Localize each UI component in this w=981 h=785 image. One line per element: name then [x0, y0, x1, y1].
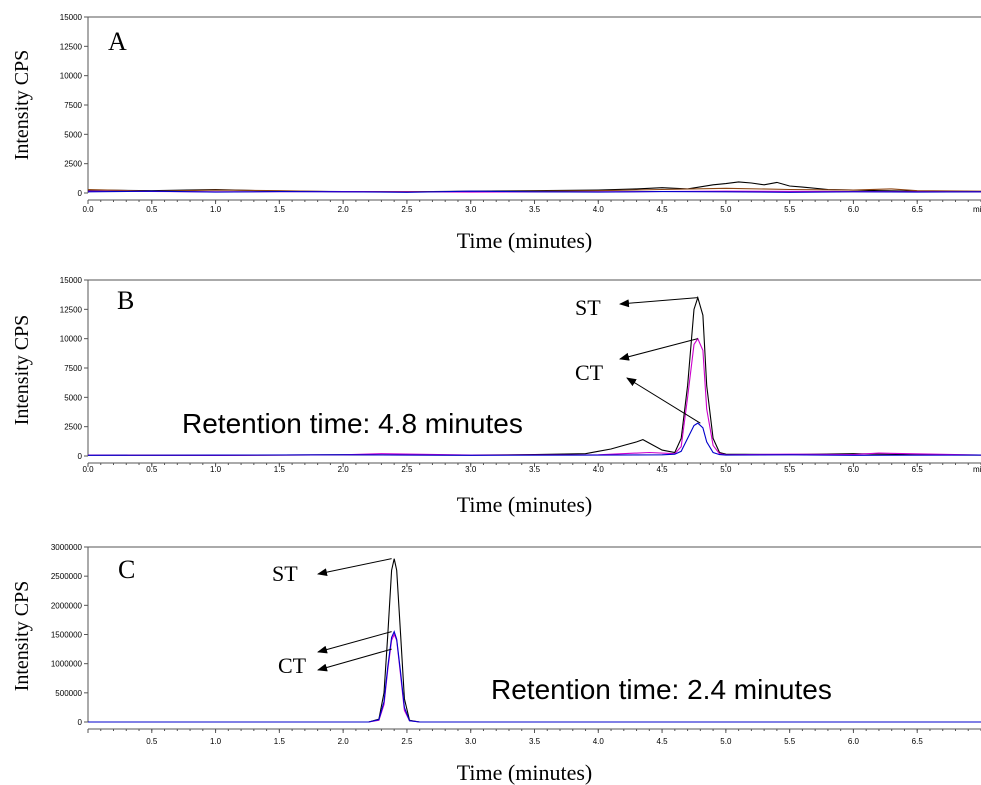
series-line-4: [87, 190, 981, 193]
annotation-label-ct: CT: [575, 360, 604, 385]
y-tick-label: 12500: [60, 305, 83, 314]
y-tick-label: 12500: [60, 42, 83, 51]
annotation-arrow: [626, 377, 701, 424]
x-tick-label: 6.0: [848, 465, 860, 474]
x-tick-label: 4.0: [593, 737, 605, 746]
y-tick-label: 0: [78, 718, 83, 727]
y-tick-label: 500000: [55, 689, 82, 698]
series-line-2: [87, 187, 981, 193]
x-tick-label: 4.0: [593, 205, 605, 214]
y-tick-label: 2500: [64, 160, 82, 169]
x-tick-label: 2.0: [338, 737, 350, 746]
x-tick-label: 2.5: [401, 465, 413, 474]
series-line-3: [88, 630, 981, 723]
retention-time-note: Retention time: 4.8 minutes: [182, 408, 523, 439]
x-tick-label: 1.0: [210, 205, 222, 214]
x-tick-label: 6.0: [848, 205, 860, 214]
annotation-arrow: [317, 648, 392, 672]
y-axis-title: Intensity CPS: [11, 50, 33, 161]
x-tick-label: 4.5: [657, 465, 669, 474]
chart-panel-c: 3000000 2500000 2000000 1500000 1000000 50000…: [11, 543, 981, 785]
x-tick-label: 0.0: [82, 205, 94, 214]
y-tick-label: 5000: [64, 393, 82, 402]
x-tick-label: 0.5: [146, 465, 158, 474]
annotation-label-st: ST: [272, 561, 298, 586]
y-tick-label: 15000: [60, 13, 83, 22]
series-line-1: [87, 295, 981, 456]
x-tick-label: 6.0: [848, 737, 860, 746]
annotation-arrow: [619, 297, 698, 308]
annotation-arrow: [317, 558, 392, 577]
x-tick-label: 3.5: [529, 465, 541, 474]
x-unit-label: min: [973, 205, 981, 214]
x-tick-label: 5.5: [784, 737, 796, 746]
y-tick-label: 15000: [60, 276, 83, 285]
x-tick-label: 4.5: [657, 205, 669, 214]
x-tick-label: 2.5: [401, 205, 413, 214]
retention-time-note: Retention time: 2.4 minutes: [491, 674, 832, 705]
x-tick-label: 6.5: [912, 737, 924, 746]
x-tick-label: 5.0: [720, 737, 732, 746]
annotation-label-st: ST: [575, 295, 601, 320]
x-tick-label: 5.0: [720, 465, 732, 474]
y-tick-label: 10000: [60, 335, 83, 344]
x-tick-label: 3.5: [529, 205, 541, 214]
y-tick-label: 7500: [64, 364, 82, 373]
y-tick-label: 0: [78, 452, 83, 461]
x-tick-label: 2.0: [338, 205, 350, 214]
x-tick-label: 1.0: [210, 465, 222, 474]
x-tick-label: 0.0: [82, 465, 94, 474]
y-tick-label: 2500: [64, 423, 82, 432]
y-tick-label: 3000000: [51, 543, 83, 552]
series-line-3: [87, 422, 981, 456]
x-unit-label: min: [973, 465, 981, 474]
y-axis-title: Intensity CPS: [11, 581, 33, 692]
y-tick-label: 1000000: [51, 660, 83, 669]
x-tick-label: 4.0: [593, 465, 605, 474]
y-tick-label: 2000000: [51, 601, 83, 610]
x-tick-label: 1.0: [210, 737, 222, 746]
x-tick-label: 1.5: [274, 205, 286, 214]
x-tick-label: 3.0: [465, 205, 477, 214]
y-tick-label: 5000: [64, 130, 82, 139]
y-tick-label: 10000: [60, 72, 83, 81]
y-tick-label: 1500000: [51, 631, 83, 640]
x-tick-label: 3.0: [465, 737, 477, 746]
y-tick-label: 7500: [64, 101, 82, 110]
x-tick-label: 3.0: [465, 465, 477, 474]
y-tick-label: 0: [78, 189, 83, 198]
x-tick-label: 2.5: [401, 737, 413, 746]
chart-panel-b: 15000 12500 10000 7500 5000 2500 0 0.0 0.5 1.0 1.5…: [11, 276, 981, 517]
x-tick-label: 6.5: [912, 465, 924, 474]
panel-label: B: [117, 286, 134, 315]
x-tick-label: 6.5: [912, 205, 924, 214]
x-tick-label: 0.5: [146, 205, 158, 214]
x-tick-label: 1.5: [274, 465, 286, 474]
x-axis-title: Time (minutes): [457, 492, 592, 517]
x-tick-label: 1.5: [274, 737, 286, 746]
y-tick-label: 2500000: [51, 572, 83, 581]
x-tick-label: 2.0: [338, 465, 350, 474]
annotation-label-ct: CT: [278, 653, 307, 678]
x-tick-label: 5.5: [784, 205, 796, 214]
annotation-arrow: [619, 338, 698, 361]
panel-label: C: [118, 555, 135, 584]
x-tick-label: 5.5: [784, 465, 796, 474]
x-tick-label: 0.5: [146, 737, 158, 746]
y-axis-title: Intensity CPS: [11, 315, 33, 426]
annotation-arrow: [317, 631, 392, 654]
x-tick-label: 3.5: [529, 737, 541, 746]
x-axis-title: Time (minutes): [457, 228, 592, 253]
panel-label: A: [108, 27, 127, 56]
chart-panel-a: 15000 12500 10000 7500 5000 2500 0 0.0 0.5 1.0 1.5…: [11, 13, 981, 253]
x-tick-label: 5.0: [720, 205, 732, 214]
x-tick-label: 4.5: [657, 737, 669, 746]
x-axis-title: Time (minutes): [457, 760, 592, 785]
